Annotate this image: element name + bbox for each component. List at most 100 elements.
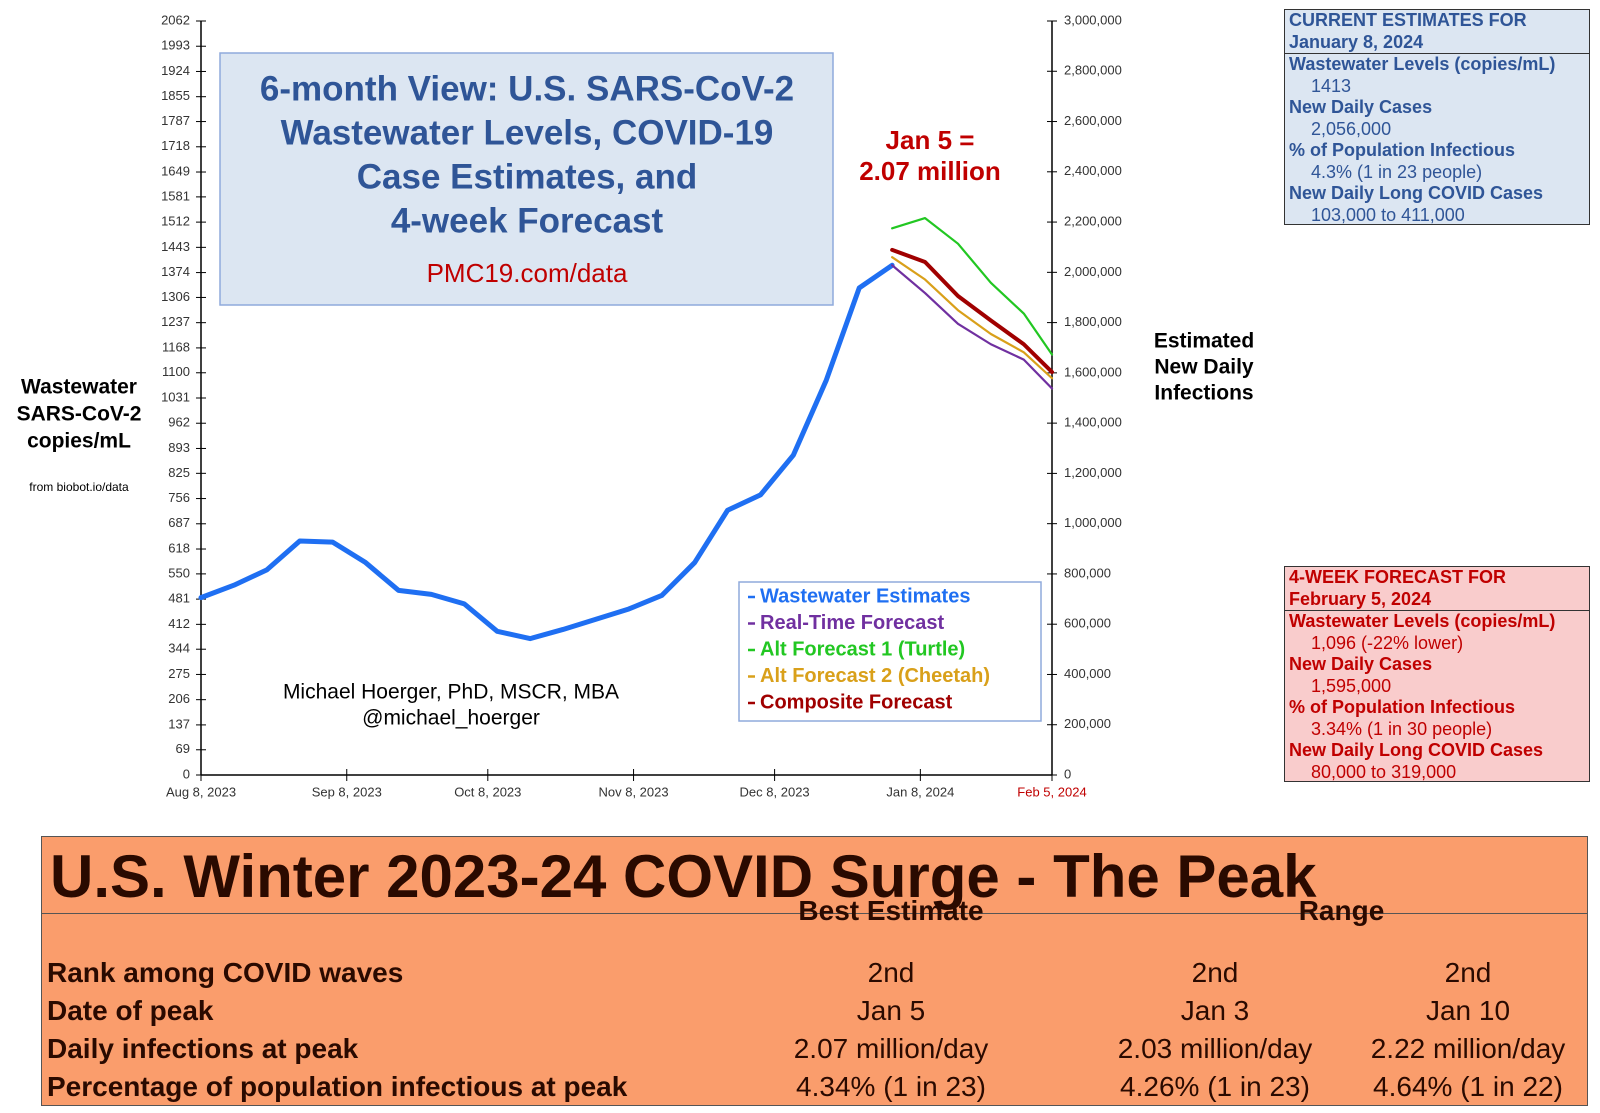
cell: 2nd <box>1444 957 1492 988</box>
y-tick-label: 0 <box>183 766 190 781</box>
series-line <box>890 247 1054 375</box>
y2-tick-label: 2,600,000 <box>1064 113 1122 128</box>
cell: Jan 10 <box>1425 995 1511 1026</box>
y-tick-label: 481 <box>168 591 190 606</box>
x-tick-label: Aug 8, 2023 <box>166 784 236 799</box>
x-tick-label: Nov 8, 2023 <box>598 784 668 799</box>
peak-table: U.S. Winter 2023-24 COVID Surge - The Pe… <box>41 836 1588 1106</box>
y-tick-label: 1855 <box>161 88 190 103</box>
y-axis-label: SARS-CoV-2 <box>17 403 142 426</box>
y2-tick-label: 0 <box>1064 766 1071 781</box>
y2-axis-label: Infections <box>1154 382 1253 405</box>
cell: Jan 5 <box>856 995 926 1026</box>
y-axis-label: Wastewater <box>21 376 137 399</box>
legend-label: Alt Forecast 2 (Cheetah) <box>760 665 990 687</box>
cell: 4.26% (1 in 23) <box>1120 1071 1310 1102</box>
item-label: Wastewater Levels (copies/mL) <box>1289 54 1556 74</box>
item-value: 1,096 (-22% lower) <box>1311 632 1464 653</box>
series-line <box>891 216 1054 356</box>
item-label: % of Population Infectious <box>1289 140 1515 160</box>
y-tick-label: 1443 <box>161 239 190 254</box>
source: from biobot.io/data <box>29 480 129 494</box>
y-tick-label: 1993 <box>161 38 190 53</box>
row-label: Percentage of population infectious at p… <box>47 1071 628 1102</box>
y2-tick-label: 1,400,000 <box>1064 415 1122 430</box>
y-axis-label: copies/mL <box>27 430 131 453</box>
y-tick-label: 962 <box>168 415 190 430</box>
chart-title: Case Estimates, and <box>357 157 697 196</box>
column-header: Best Estimate <box>798 895 984 926</box>
y-tick-label: 1512 <box>161 214 190 229</box>
credit: Michael Hoerger, PhD, MSCR, MBA <box>283 681 619 704</box>
credit: @michael_hoerger <box>362 707 540 730</box>
x-tick-label: Jan 8, 2024 <box>886 784 954 799</box>
row-label: Daily infections at peak <box>47 1033 359 1064</box>
series-line <box>198 262 895 642</box>
y2-axis-label: Estimated <box>1154 330 1254 353</box>
chart-title: 4-week Forecast <box>391 201 664 240</box>
row-label: Rank among COVID waves <box>47 957 404 988</box>
legend-box <box>738 581 1042 722</box>
annotation: 2.07 million <box>859 156 1001 186</box>
item-label: New Daily Long COVID Cases <box>1289 183 1544 203</box>
x-tick-label: Feb 5, 2024 <box>1017 784 1086 799</box>
y-tick-label: 1374 <box>161 264 190 279</box>
cell: 4.34% (1 in 23) <box>796 1071 986 1102</box>
y-tick-label: 1581 <box>161 188 190 203</box>
table-title: U.S. Winter 2023-24 COVID Surge - The Pe… <box>50 843 1317 910</box>
annotation: Jan 5 = <box>886 125 975 155</box>
y-tick-label: 1924 <box>161 63 190 78</box>
item-label: New Daily Long COVID Cases <box>1289 740 1544 760</box>
y-tick-label: 1649 <box>161 163 190 178</box>
y2-tick-label: 2,400,000 <box>1064 163 1122 178</box>
y-tick-label: 69 <box>176 741 190 756</box>
y2-tick-label: 2,200,000 <box>1064 214 1122 229</box>
y-tick-label: 1100 <box>162 364 190 379</box>
item-value: 4.3% (1 in 23 people) <box>1311 161 1483 182</box>
legend-label: Wastewater Estimates <box>760 585 970 607</box>
legend-label: Composite Forecast <box>760 691 953 713</box>
y2-tick-label: 1,000,000 <box>1064 515 1122 530</box>
y2-tick-label: 1,800,000 <box>1064 314 1122 329</box>
y2-tick-label: 1,600,000 <box>1064 364 1122 379</box>
chart-title: 6-month View: U.S. SARS-CoV-2 <box>260 69 794 108</box>
legend-label: Real-Time Forecast <box>760 612 944 634</box>
x-tick-label: Sep 8, 2023 <box>312 784 382 799</box>
cell: 2nd <box>1191 957 1239 988</box>
heading-line: February 5, 2024 <box>1289 588 1432 609</box>
heading-line: January 8, 2024 <box>1289 31 1424 52</box>
item-value: 103,000 to 411,000 <box>1311 204 1465 225</box>
item-value: 1,595,000 <box>1311 675 1392 696</box>
y2-tick-label: 200,000 <box>1064 716 1111 731</box>
y-tick-label: 825 <box>168 465 190 480</box>
y-tick-label: 137 <box>168 716 190 731</box>
cell: 2.03 million/day <box>1117 1033 1313 1064</box>
y-tick-label: 2062 <box>161 12 190 27</box>
y-tick-label: 1718 <box>161 138 190 153</box>
y-tick-label: 687 <box>168 515 190 530</box>
y-tick-label: 1031 <box>161 389 190 404</box>
heading-line: 4-WEEK FORECAST FOR <box>1289 567 1507 587</box>
x-tick-label: Oct 8, 2023 <box>454 784 521 799</box>
column-header: Range <box>1298 895 1385 926</box>
x-tick-label: Dec 8, 2023 <box>740 784 810 799</box>
y-tick-label: 275 <box>168 666 190 681</box>
row-label: Date of peak <box>47 995 214 1026</box>
cell: Jan 3 <box>1180 995 1250 1026</box>
y-tick-label: 756 <box>168 490 190 505</box>
chart: PMC19.com/data from biobot.io/data 6-mon… <box>17 12 1255 799</box>
subtitle: PMC19.com/data <box>427 258 628 288</box>
series-line <box>891 256 1054 380</box>
y2-tick-label: 800,000 <box>1064 565 1111 580</box>
box-heading: 4-WEEK FORECAST FOR February 5, 2024 <box>1285 567 1589 611</box>
series-line <box>891 264 1054 390</box>
y2-axis-label: New Daily <box>1154 356 1254 379</box>
cell: 2.22 million/day <box>1370 1033 1566 1064</box>
y-tick-label: 893 <box>168 440 190 455</box>
item-label: Wastewater Levels (copies/mL) <box>1289 611 1556 631</box>
y2-tick-label: 2,000,000 <box>1064 264 1122 279</box>
item-label: % of Population Infectious <box>1289 697 1515 717</box>
y-tick-label: 618 <box>168 540 190 555</box>
y2-tick-label: 1,200,000 <box>1064 465 1122 480</box>
